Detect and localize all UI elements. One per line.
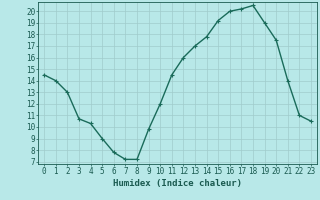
X-axis label: Humidex (Indice chaleur): Humidex (Indice chaleur) (113, 179, 242, 188)
